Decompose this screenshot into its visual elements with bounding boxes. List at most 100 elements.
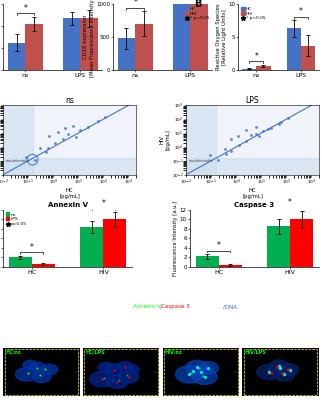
Text: *: *: [288, 198, 292, 207]
Point: [53, 140, 58, 146]
X-axis label: HC
[pg/mL]: HC [pg/mL]: [59, 188, 80, 199]
Point: [62, 125, 68, 132]
Point: [276, 120, 281, 127]
Polygon shape: [193, 369, 217, 384]
Point: [243, 138, 249, 144]
Point: [282, 371, 287, 378]
Bar: [173, 0, 190, 70]
Bar: [32, 264, 55, 267]
Point: [269, 125, 274, 132]
Point: [265, 126, 270, 132]
Point: [253, 124, 258, 130]
Polygon shape: [269, 360, 289, 372]
Legend: ns, LPS, p=0.05: ns, LPS, p=0.05: [5, 212, 27, 226]
Point: [287, 366, 292, 373]
Bar: [256, 66, 270, 70]
Text: Caspase 3: Caspase 3: [161, 304, 190, 309]
Bar: [8, 43, 25, 70]
Text: Annexin V: Annexin V: [133, 304, 161, 309]
Bar: [290, 219, 313, 267]
Point: [286, 114, 291, 121]
Polygon shape: [186, 360, 208, 374]
Point: [228, 148, 233, 154]
Bar: [267, 226, 290, 267]
Y-axis label: Reactive Oxygen Species
[Relative Light Units]: Reactive Oxygen Species [Relative Light …: [216, 4, 227, 70]
Polygon shape: [199, 362, 218, 374]
Y-axis label: HIV
[pg/mL]: HIV [pg/mL]: [159, 130, 170, 150]
Bar: [118, 38, 135, 70]
Bar: [135, 24, 153, 70]
Text: B: B: [194, 0, 202, 9]
Point: [30, 156, 35, 163]
Point: [249, 132, 254, 138]
Bar: [3, 158, 136, 175]
Text: *: *: [254, 52, 258, 61]
Point: [269, 370, 274, 376]
Point: [194, 364, 200, 370]
Bar: [287, 28, 301, 70]
Point: [115, 378, 120, 385]
Bar: [63, 18, 80, 70]
Point: [95, 118, 100, 124]
Title: Caspase 3: Caspase 3: [234, 202, 274, 208]
Point: [206, 365, 211, 371]
Point: [66, 130, 71, 137]
Bar: [190, 0, 208, 70]
Point: [260, 128, 266, 134]
Point: [198, 369, 204, 375]
Point: [126, 374, 131, 380]
Point: [188, 370, 194, 376]
Legend: HC, HIV, * p=0.05: HC, HIV, * p=0.05: [185, 6, 210, 21]
Text: HC/ns: HC/ns: [5, 349, 21, 354]
Point: [243, 126, 249, 133]
Point: [187, 371, 192, 378]
Bar: [242, 68, 256, 70]
Point: [37, 372, 43, 378]
Polygon shape: [274, 368, 295, 381]
Bar: [80, 227, 103, 267]
Point: [236, 133, 241, 139]
Point: [47, 133, 52, 139]
Point: [45, 144, 50, 151]
Point: [228, 136, 233, 142]
Point: [38, 145, 43, 152]
Polygon shape: [98, 362, 114, 372]
Point: [224, 151, 229, 157]
Point: [32, 156, 37, 163]
Bar: [186, 158, 319, 175]
Point: [124, 372, 129, 378]
Text: *: *: [24, 4, 27, 13]
Text: HIV/ns: HIV/ns: [165, 349, 183, 354]
Bar: [196, 256, 219, 267]
Point: [23, 153, 28, 160]
Polygon shape: [126, 365, 139, 374]
Y-axis label: Fluorescence Intensity [a.u.]: Fluorescence Intensity [a.u.]: [173, 201, 178, 276]
Point: [86, 124, 91, 130]
Text: non-detectable: non-detectable: [6, 159, 31, 163]
Point: [111, 366, 116, 373]
Polygon shape: [90, 372, 114, 387]
Bar: [219, 264, 242, 267]
Text: /DNA: /DNA: [223, 304, 237, 309]
Point: [278, 365, 283, 371]
Point: [207, 152, 213, 158]
Point: [266, 369, 271, 375]
X-axis label: HC
[pg/mL]: HC [pg/mL]: [242, 188, 263, 199]
Point: [73, 134, 79, 140]
Point: [201, 372, 206, 379]
Bar: [80, 18, 98, 70]
Polygon shape: [119, 370, 139, 383]
Point: [25, 370, 30, 376]
Point: [43, 149, 48, 156]
Point: [256, 133, 261, 139]
Title: Annexin V: Annexin V: [48, 202, 88, 208]
Text: *: *: [101, 199, 105, 208]
Point: [202, 374, 207, 380]
Polygon shape: [15, 368, 37, 381]
Point: [274, 364, 279, 370]
Polygon shape: [280, 364, 299, 375]
Point: [278, 119, 283, 125]
Text: *: *: [30, 243, 34, 252]
Point: [215, 156, 220, 163]
Title: ns: ns: [65, 96, 74, 105]
